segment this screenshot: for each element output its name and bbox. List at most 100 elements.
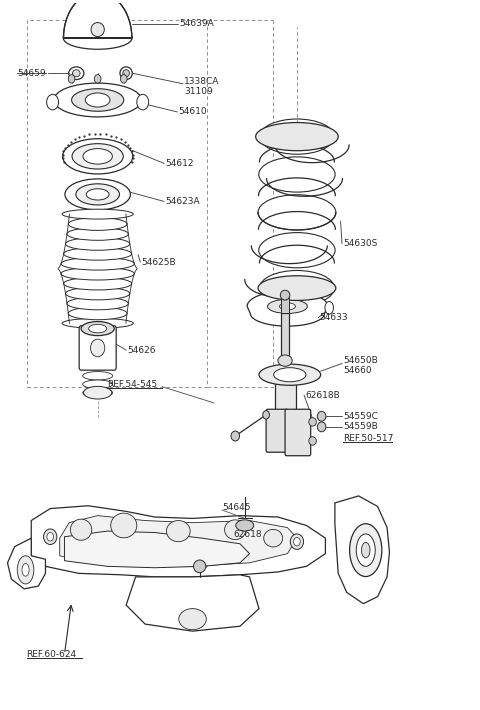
Ellipse shape xyxy=(258,195,336,230)
Ellipse shape xyxy=(260,119,335,154)
Text: 54630S: 54630S xyxy=(343,239,377,248)
Text: 62618: 62618 xyxy=(233,530,262,539)
Bar xyxy=(275,380,296,439)
Ellipse shape xyxy=(259,233,335,268)
Ellipse shape xyxy=(309,437,316,445)
Ellipse shape xyxy=(120,67,132,80)
Ellipse shape xyxy=(72,89,124,111)
Ellipse shape xyxy=(309,417,316,426)
Ellipse shape xyxy=(274,368,306,382)
Ellipse shape xyxy=(259,364,321,386)
Ellipse shape xyxy=(64,248,132,260)
Ellipse shape xyxy=(63,27,132,49)
Ellipse shape xyxy=(72,70,80,77)
Ellipse shape xyxy=(294,537,300,546)
Ellipse shape xyxy=(76,184,120,205)
Ellipse shape xyxy=(47,532,54,541)
Text: 54623A: 54623A xyxy=(165,197,200,206)
Ellipse shape xyxy=(263,410,269,419)
Ellipse shape xyxy=(81,322,114,336)
Ellipse shape xyxy=(123,70,130,77)
Ellipse shape xyxy=(64,277,132,290)
Text: 54559C: 54559C xyxy=(343,412,378,421)
Text: 54626: 54626 xyxy=(127,346,156,354)
Ellipse shape xyxy=(91,339,105,356)
Ellipse shape xyxy=(264,530,283,547)
Ellipse shape xyxy=(260,271,335,306)
Text: REF.60-624: REF.60-624 xyxy=(26,650,77,659)
Ellipse shape xyxy=(231,431,240,441)
Ellipse shape xyxy=(236,520,254,531)
Text: 62618B: 62618B xyxy=(305,391,340,400)
Text: 54639A: 54639A xyxy=(179,19,214,28)
Bar xyxy=(281,297,289,312)
Ellipse shape xyxy=(85,93,110,107)
Ellipse shape xyxy=(167,520,190,542)
Polygon shape xyxy=(60,515,297,567)
Ellipse shape xyxy=(83,371,113,380)
Ellipse shape xyxy=(267,300,307,313)
Ellipse shape xyxy=(71,519,92,540)
Ellipse shape xyxy=(83,148,112,164)
Text: 31109: 31109 xyxy=(184,87,213,96)
Ellipse shape xyxy=(356,534,375,567)
Ellipse shape xyxy=(91,23,104,37)
Text: 54610: 54610 xyxy=(179,107,207,116)
Ellipse shape xyxy=(68,218,127,230)
Ellipse shape xyxy=(137,94,149,110)
Ellipse shape xyxy=(89,324,107,333)
Ellipse shape xyxy=(193,560,206,573)
Ellipse shape xyxy=(361,542,370,558)
FancyBboxPatch shape xyxy=(266,409,288,452)
Ellipse shape xyxy=(65,179,131,210)
Ellipse shape xyxy=(44,529,57,545)
FancyBboxPatch shape xyxy=(285,409,311,456)
Ellipse shape xyxy=(61,258,134,270)
Ellipse shape xyxy=(47,94,59,110)
Ellipse shape xyxy=(259,157,335,192)
Ellipse shape xyxy=(62,138,133,174)
FancyBboxPatch shape xyxy=(79,326,116,370)
Text: 54612: 54612 xyxy=(165,159,193,168)
Text: 54659: 54659 xyxy=(17,69,46,77)
Polygon shape xyxy=(31,506,325,577)
Ellipse shape xyxy=(83,388,113,397)
Polygon shape xyxy=(335,496,389,604)
Ellipse shape xyxy=(65,238,130,250)
Ellipse shape xyxy=(61,268,134,280)
Text: REF.54-545: REF.54-545 xyxy=(107,380,157,389)
Ellipse shape xyxy=(62,318,133,328)
Polygon shape xyxy=(63,0,132,38)
Ellipse shape xyxy=(325,302,334,314)
Ellipse shape xyxy=(279,303,295,310)
Text: 54650B: 54650B xyxy=(343,356,378,365)
Ellipse shape xyxy=(17,556,34,584)
Ellipse shape xyxy=(95,75,101,83)
Polygon shape xyxy=(126,575,259,631)
Ellipse shape xyxy=(290,534,303,550)
Ellipse shape xyxy=(54,83,142,117)
Text: 54633: 54633 xyxy=(319,313,348,322)
Ellipse shape xyxy=(111,513,137,537)
Text: 54660: 54660 xyxy=(343,366,372,375)
Text: 54645: 54645 xyxy=(222,503,251,512)
Ellipse shape xyxy=(258,275,336,300)
Ellipse shape xyxy=(280,290,290,300)
Polygon shape xyxy=(8,538,46,589)
Text: 54559B: 54559B xyxy=(343,422,378,432)
Text: 1338CA: 1338CA xyxy=(184,77,219,86)
Ellipse shape xyxy=(278,355,292,366)
Ellipse shape xyxy=(120,75,127,83)
Bar xyxy=(281,312,289,369)
Text: REF.50-517: REF.50-517 xyxy=(343,435,393,443)
Ellipse shape xyxy=(62,209,133,219)
Ellipse shape xyxy=(22,564,29,577)
Ellipse shape xyxy=(69,67,84,80)
Ellipse shape xyxy=(317,411,326,421)
Ellipse shape xyxy=(84,386,112,399)
Ellipse shape xyxy=(67,228,128,240)
Ellipse shape xyxy=(72,143,123,169)
Ellipse shape xyxy=(68,307,127,320)
Ellipse shape xyxy=(256,123,338,151)
Ellipse shape xyxy=(67,297,128,310)
